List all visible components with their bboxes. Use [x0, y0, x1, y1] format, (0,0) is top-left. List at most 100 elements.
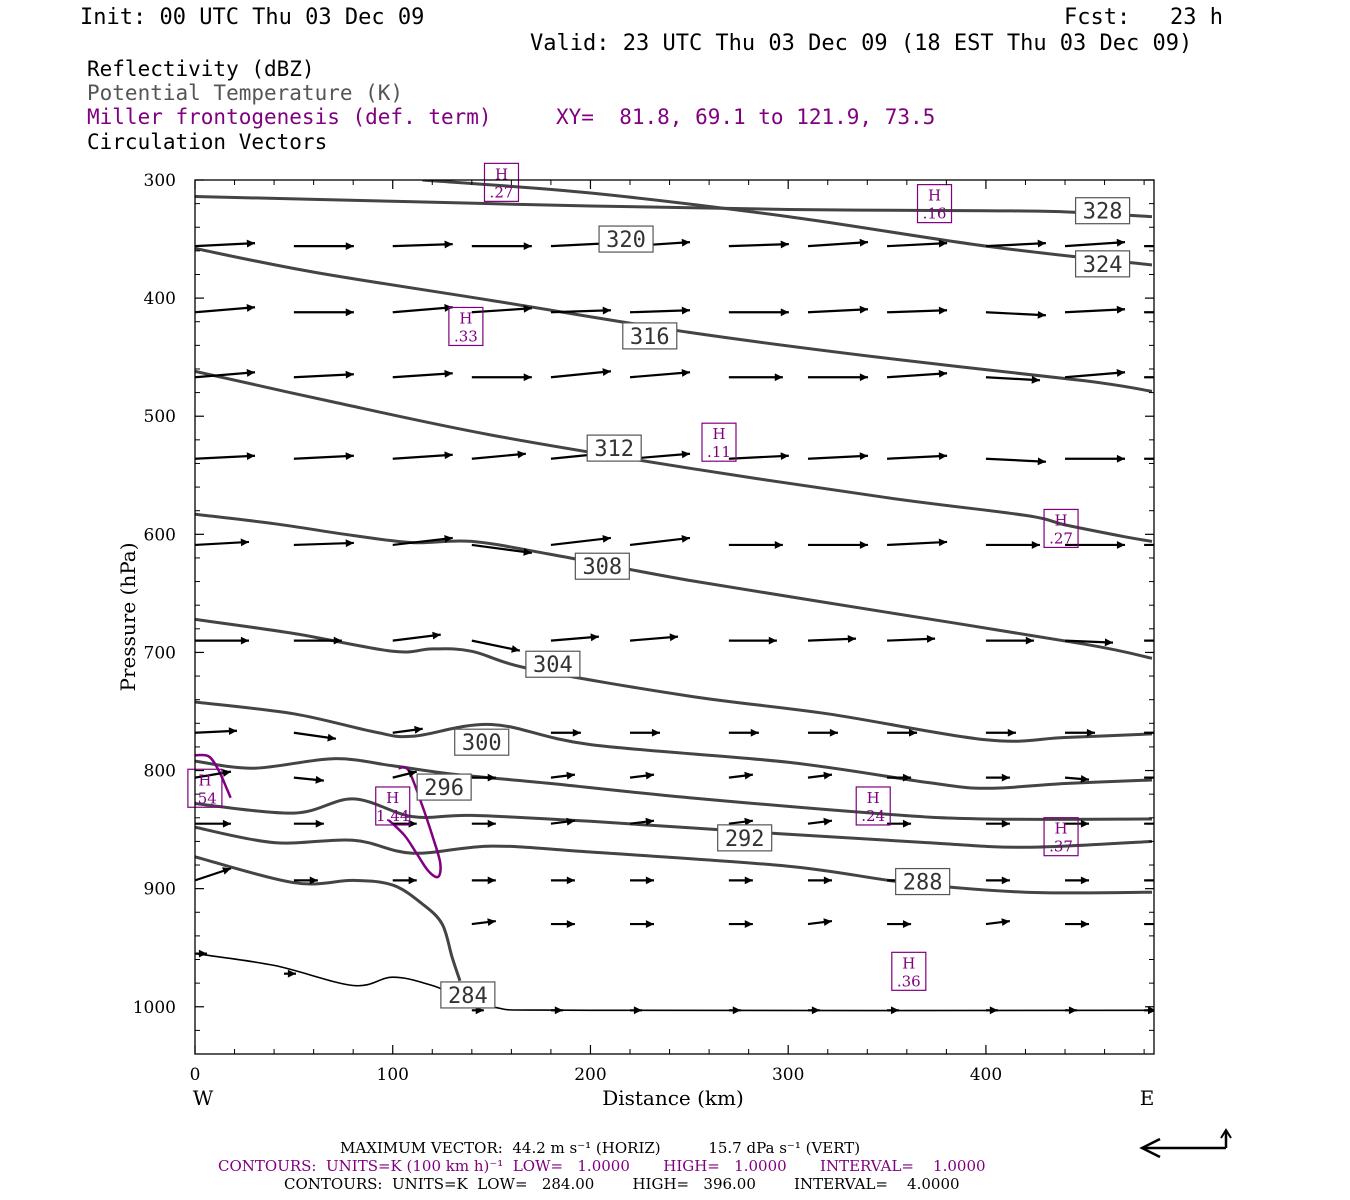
svg-text:320: 320 [606, 228, 646, 253]
vector-arrow [1065, 819, 1090, 828]
vector-arrow [807, 541, 868, 549]
vector-arrow [728, 817, 754, 826]
vector-arrow [886, 369, 948, 379]
vector-arrow [195, 727, 238, 736]
vector-arrow [392, 369, 453, 379]
x-tick-label: 100 [377, 1065, 409, 1085]
vector-arrow [392, 535, 453, 547]
contour-label-300: 300 [454, 728, 510, 756]
vector-arrow [887, 239, 948, 248]
plot-frame [194, 179, 1155, 1055]
vector-arrow [1144, 879, 1154, 882]
vector-arrow [392, 451, 453, 460]
vector-arrow [887, 1006, 900, 1015]
vector-arrow [1144, 922, 1154, 926]
frontogenesis-max-.24: H.24 [855, 786, 891, 826]
svg-text:.37: .37 [1049, 838, 1073, 856]
vector-arrow [629, 369, 691, 379]
forecast-hour: Fcst: 23 h [1064, 5, 1223, 30]
vector-arrow [195, 369, 256, 379]
frontogenesis-contour-west [195, 753, 232, 799]
theta-contour-328 [195, 195, 1153, 219]
vector-arrow [471, 543, 532, 556]
contour-label-284: 284 [440, 981, 496, 1009]
svg-text:288: 288 [903, 871, 943, 896]
vector-arrow [807, 305, 869, 314]
vector-arrow [985, 541, 1040, 549]
svg-text:296: 296 [424, 776, 464, 801]
svg-text:.27: .27 [490, 183, 514, 201]
svg-text:.36: .36 [897, 972, 921, 990]
vector-arrow [728, 240, 789, 249]
reference-vector-icon [1139, 1128, 1232, 1159]
svg-text:H: H [867, 789, 880, 807]
vector-arrow [293, 452, 354, 461]
vector-arrow [629, 771, 655, 780]
vector-arrow [293, 242, 354, 251]
vector-arrow [985, 1006, 998, 1015]
y-tick-label: 500 [144, 407, 176, 427]
vector-arrow [195, 949, 207, 958]
vector-arrow [1144, 776, 1154, 779]
svg-text:304: 304 [533, 653, 573, 678]
vector-arrow [887, 773, 912, 782]
theta-contour-292 [195, 825, 1153, 895]
vector-arrow [392, 769, 417, 779]
contours-theta-note: CONTOURS: UNITS=K LOW= 284.00 HIGH= 396.… [284, 1175, 960, 1193]
vector-arrow [1144, 639, 1154, 642]
theta-contour-316 [195, 369, 1153, 543]
svg-text:.27: .27 [1049, 529, 1073, 547]
svg-text:H: H [1055, 820, 1068, 838]
contour-label-296: 296 [416, 773, 472, 801]
vector-arrow [728, 308, 789, 317]
svg-text:292: 292 [725, 827, 765, 852]
contour-labels: 328 324 320 316 312 308 304 300 296 292 288 284 [416, 197, 1131, 1009]
svg-text:H: H [928, 187, 941, 205]
vector-arrow [550, 535, 612, 547]
vector-arrow [807, 452, 869, 461]
vector-arrow [985, 918, 1011, 926]
contours-frontogenesis-note: CONTOURS: UNITS=K (100 km h)⁻¹ LOW= 1.00… [218, 1157, 986, 1175]
vector-arrow [985, 636, 1034, 645]
legend-circulation-vectors: Circulation Vectors [87, 130, 328, 154]
vector-arrow [550, 368, 612, 379]
vector-arrow [630, 920, 655, 928]
y-tick-label: 800 [144, 762, 176, 782]
vector-arrow [807, 876, 832, 885]
valid-time: Valid: 23 UTC Thu 03 Dec 09 (18 EST Thu … [530, 31, 1193, 56]
svg-text:.11: .11 [707, 443, 731, 461]
vector-arrow [887, 306, 948, 315]
vector-arrow [887, 538, 948, 547]
vector-arrow [1064, 369, 1126, 379]
vector-arrow [550, 817, 576, 826]
contour-label-288: 288 [895, 867, 951, 896]
vector-arrow [195, 819, 231, 828]
vector-arrow [283, 969, 296, 978]
svg-text:.16: .16 [923, 205, 947, 223]
theta-contour-308 [195, 617, 1153, 743]
vector-arrow [807, 771, 833, 780]
contour-label-316: 316 [622, 322, 678, 350]
legend-frontogenesis: Miller frontogenesis (def. term) [87, 105, 492, 129]
vector-arrow [471, 639, 521, 653]
svg-text:1.44: 1.44 [376, 807, 409, 825]
vector-arrow [293, 876, 318, 885]
svg-text:300: 300 [462, 731, 502, 756]
vector-arrow [807, 817, 833, 826]
vector-arrow [630, 876, 655, 885]
vector-arrow [195, 538, 250, 547]
vector-arrow [195, 636, 249, 645]
vector-arrow [1064, 305, 1126, 314]
vector-arrow [1065, 920, 1090, 928]
contour-label-308: 308 [574, 552, 630, 580]
y-tick-label: 900 [144, 880, 176, 900]
vector-arrow [1144, 543, 1154, 547]
vector-arrow [1064, 775, 1090, 783]
vector-arrow [807, 238, 869, 248]
svg-text:324: 324 [1083, 253, 1123, 278]
frontogenesis-max-.16: H.16 [916, 184, 953, 224]
legend-reflectivity: Reflectivity (dBZ) [87, 57, 315, 81]
vector-arrow [471, 450, 526, 460]
circulation-vectors [195, 238, 1154, 1015]
y-tick-label: 300 [144, 171, 176, 191]
